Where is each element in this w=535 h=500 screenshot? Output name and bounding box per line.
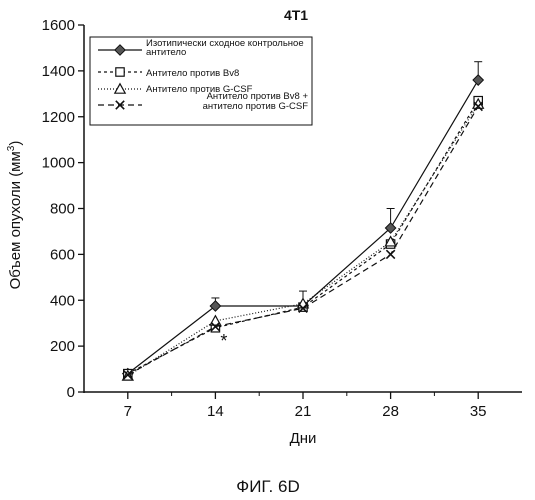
y-axis-label-close: ) — [7, 141, 24, 146]
y-tick-label: 200 — [50, 338, 75, 355]
legend-label: Антитело против Bv8 — [146, 68, 239, 79]
y-tick-label: 600 — [50, 246, 75, 263]
significance-annotation: * — [220, 331, 227, 351]
legend-label: антитело против G-CSF — [203, 101, 309, 112]
y-tick-label: 0 — [67, 384, 75, 401]
data-point-diamond — [210, 301, 220, 311]
y-tick-label: 1000 — [42, 155, 75, 172]
y-axis-label: Объем опухоли (мм3) — [6, 141, 24, 290]
y-tick-label: 800 — [50, 201, 75, 218]
x-axis-label: Дни — [290, 430, 317, 447]
y-axis-label-main: Объем опухоли (мм — [7, 151, 24, 289]
x-tick-label: 21 — [295, 403, 312, 420]
legend-marker-square — [116, 68, 124, 76]
series-line-3 — [128, 104, 478, 376]
x-tick-label: 35 — [470, 403, 487, 420]
x-tick-label: 7 — [124, 403, 132, 420]
series-line-4 — [128, 106, 478, 374]
data-point-cross — [386, 250, 394, 258]
y-tick-label: 1400 — [42, 63, 75, 80]
data-point-diamond — [473, 75, 483, 85]
x-tick-label: 28 — [382, 403, 399, 420]
y-tick-label: 1200 — [42, 109, 75, 126]
x-tick-label: 14 — [207, 403, 224, 420]
chart-title: 4T1 — [284, 7, 308, 23]
y-tick-label: 400 — [50, 292, 75, 309]
y-tick-label: 1600 — [42, 17, 75, 34]
legend-label: антитело — [146, 47, 186, 58]
figure-caption: ФИГ. 6D — [236, 477, 299, 496]
legend: Изотипически сходное контрольноеантитело… — [90, 37, 312, 125]
